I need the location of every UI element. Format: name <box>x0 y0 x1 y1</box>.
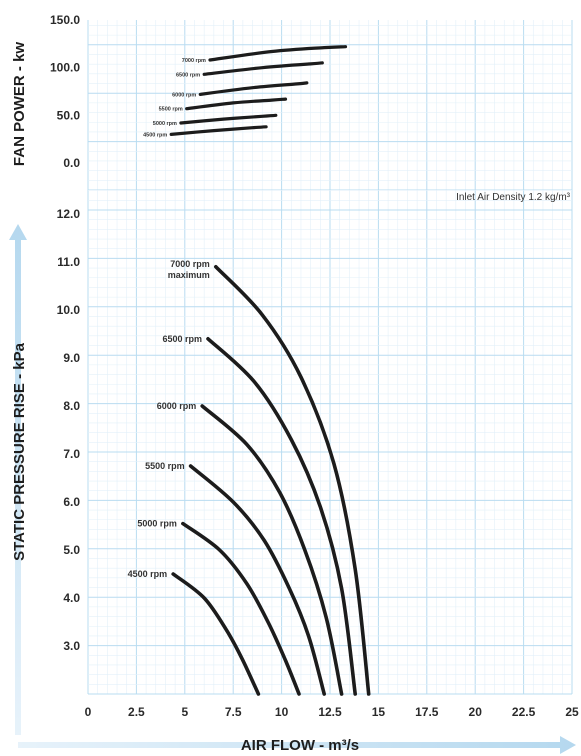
static-pressure-panel: 12.0 11.0 10.0 9.0 8.0 7.0 6.0 5.0 4.0 3.0 0 2.5 5 7… <box>11 190 579 754</box>
static-pressure-axis-title: STATIC PRESSURE RISE - kPa <box>11 342 28 560</box>
static-pressure-grid <box>87 190 573 695</box>
fan-power-grid <box>87 20 573 191</box>
fan-power-series-label: 5500 rpm <box>159 107 183 113</box>
fan-power-curve <box>185 97 288 111</box>
static-pressure-curves <box>171 265 371 696</box>
fan-power-y-tick-label: 150.0 <box>50 13 80 27</box>
static-pressure-y-tick-label: 4.0 <box>63 591 80 605</box>
fan-power-series-label: 6500 rpm <box>176 72 200 78</box>
static-pressure-series-label: 7000 rpm maximum <box>168 259 210 280</box>
static-pressure-curve <box>171 572 261 696</box>
fan-power-axis-title: FAN POWER - kw <box>11 42 28 167</box>
air-flow-x-tick-label: 25 <box>565 705 579 719</box>
fan-power-curves <box>169 45 348 136</box>
fan-power-y-tick-label: 50.0 <box>57 108 81 122</box>
static-pressure-y-tick-label: 12.0 <box>57 207 81 221</box>
air-flow-x-tick-label: 7.5 <box>225 705 242 719</box>
air-flow-x-ticks: 0 2.5 5 7.5 10 12.5 15 17.5 20 22.5 25 <box>85 705 579 719</box>
air-flow-axis-title: AIR FLOW - m³/s <box>241 737 359 754</box>
fan-power-curve <box>179 113 278 125</box>
static-pressure-curve <box>188 464 326 696</box>
air-flow-x-tick-label: 22.5 <box>512 705 536 719</box>
static-pressure-series-labels: 4500 rpm 5000 rpm 5500 rpm 6000 rpm 6500 rpm… <box>128 259 210 579</box>
air-flow-x-tick-label: 20 <box>469 705 483 719</box>
fan-power-curve <box>198 81 309 96</box>
static-pressure-series-label: 5000 rpm <box>137 519 177 529</box>
static-pressure-curve <box>214 265 371 696</box>
static-pressure-series-label: 6500 rpm <box>163 334 203 344</box>
fan-power-panel: 150.0 100.0 50.0 0.0 4500 rpm 5000 rpm 5500 r… <box>11 13 573 191</box>
fan-power-y-tick-label: 100.0 <box>50 61 80 75</box>
static-pressure-y-tick-label: 9.0 <box>63 351 80 365</box>
air-flow-x-tick-label: 15 <box>372 705 386 719</box>
static-pressure-y-tick-label: 8.0 <box>63 399 80 413</box>
static-pressure-y-tick-label: 6.0 <box>63 495 80 509</box>
static-pressure-curve <box>206 337 357 696</box>
air-flow-x-tick-label: 17.5 <box>415 705 439 719</box>
static-pressure-curve <box>181 521 301 696</box>
air-flow-x-tick-label: 10 <box>275 705 289 719</box>
static-pressure-curve <box>200 404 344 696</box>
fan-power-series-label: 4500 rpm <box>143 132 167 138</box>
fan-power-curve <box>202 61 324 76</box>
fan-power-y-tick-label: 0.0 <box>63 156 80 170</box>
vertical-arrow-decoration <box>9 224 27 735</box>
inlet-air-density-note: Inlet Air Density 1.2 kg/m³ <box>456 192 571 203</box>
static-pressure-y-tick-label: 5.0 <box>63 543 80 557</box>
static-pressure-y-ticks: 12.0 11.0 10.0 9.0 8.0 7.0 6.0 5.0 4.0 3.0 <box>57 207 81 653</box>
fan-power-series-labels: 4500 rpm 5000 rpm 5500 rpm 6000 rpm 6500 rpm… <box>143 58 206 138</box>
static-pressure-series-label: 6000 rpm <box>157 401 197 411</box>
fan-power-curve <box>208 45 348 62</box>
static-pressure-series-label: 5500 rpm <box>145 461 185 471</box>
static-pressure-y-tick-label: 7.0 <box>63 447 80 461</box>
static-pressure-y-tick-label: 10.0 <box>57 303 81 317</box>
fan-power-curve <box>169 125 268 136</box>
static-pressure-y-tick-label: 11.0 <box>57 255 80 269</box>
fan-power-series-label: 6000 rpm <box>172 92 196 98</box>
air-flow-x-tick-label: 5 <box>181 705 188 719</box>
horizontal-arrow-decoration <box>18 736 576 754</box>
fan-power-y-ticks: 150.0 100.0 50.0 0.0 <box>50 13 80 170</box>
static-pressure-y-tick-label: 3.0 <box>63 639 80 653</box>
static-pressure-series-label: 4500 rpm <box>128 569 168 579</box>
air-flow-x-tick-label: 12.5 <box>318 705 342 719</box>
air-flow-x-tick-label: 0 <box>85 705 92 719</box>
fan-power-series-label: 5000 rpm <box>153 121 177 127</box>
air-flow-x-tick-label: 2.5 <box>128 705 145 719</box>
fan-power-series-label: 7000 rpm <box>182 58 206 64</box>
